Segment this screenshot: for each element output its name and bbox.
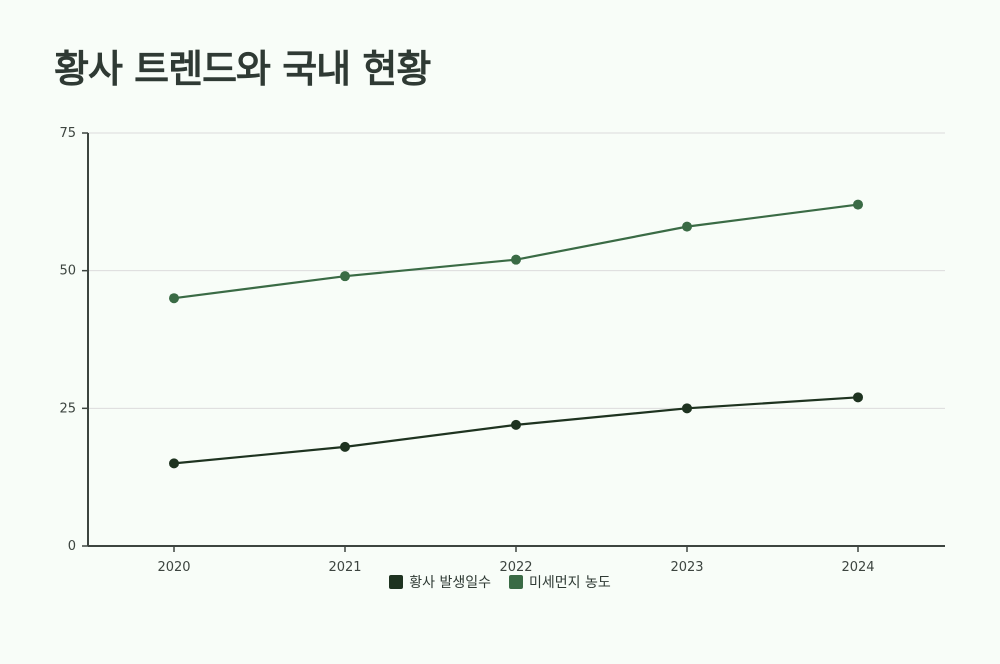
y-tick-label-50: 50 <box>59 264 76 279</box>
x-tick-label-2021: 2021 <box>328 560 361 575</box>
y-tick-label-0: 0 <box>68 539 76 554</box>
data-point-1-2020 <box>169 293 179 304</box>
x-tick-label-2022: 2022 <box>499 560 532 575</box>
legend-label-fine-dust: 미세먼지 농도 <box>529 575 611 591</box>
y-tick-label-75: 75 <box>59 126 76 141</box>
data-point-1-2024 <box>853 199 863 210</box>
series-line-0 <box>173 396 859 465</box>
data-point-0-2021 <box>340 441 350 452</box>
legend-label-dust-days: 황사 발생일수 <box>409 575 491 591</box>
data-point-0-2020 <box>169 458 179 469</box>
data-point-1-2023 <box>682 221 692 232</box>
legend: 황사 발생일수 미세먼지 농도 <box>0 572 1000 592</box>
legend-item-fine-dust[interactable]: 미세먼지 농도 <box>509 572 611 592</box>
series-layer <box>169 199 863 469</box>
data-point-0-2023 <box>682 403 692 414</box>
x-tick-label-2023: 2023 <box>670 560 703 575</box>
data-point-0-2024 <box>853 392 863 403</box>
axes: 0 25 50 75 2020 2021 2022 2023 2024 <box>59 126 945 575</box>
legend-item-dust-days[interactable]: 황사 발생일수 <box>389 572 491 592</box>
legend-swatch-dust-days <box>389 575 404 589</box>
chart-title: 황사 트렌드와 국내 현황 <box>54 47 431 91</box>
x-tick-label-2024: 2024 <box>841 560 874 575</box>
y-tick-label-25: 25 <box>59 401 76 416</box>
series-line-1 <box>173 203 859 300</box>
data-point-0-2022 <box>511 419 521 430</box>
data-point-1-2021 <box>340 271 350 282</box>
grid-lines <box>88 132 945 409</box>
x-tick-label-2020: 2020 <box>157 560 190 575</box>
data-point-1-2022 <box>511 254 521 265</box>
legend-swatch-fine-dust <box>509 575 523 589</box>
